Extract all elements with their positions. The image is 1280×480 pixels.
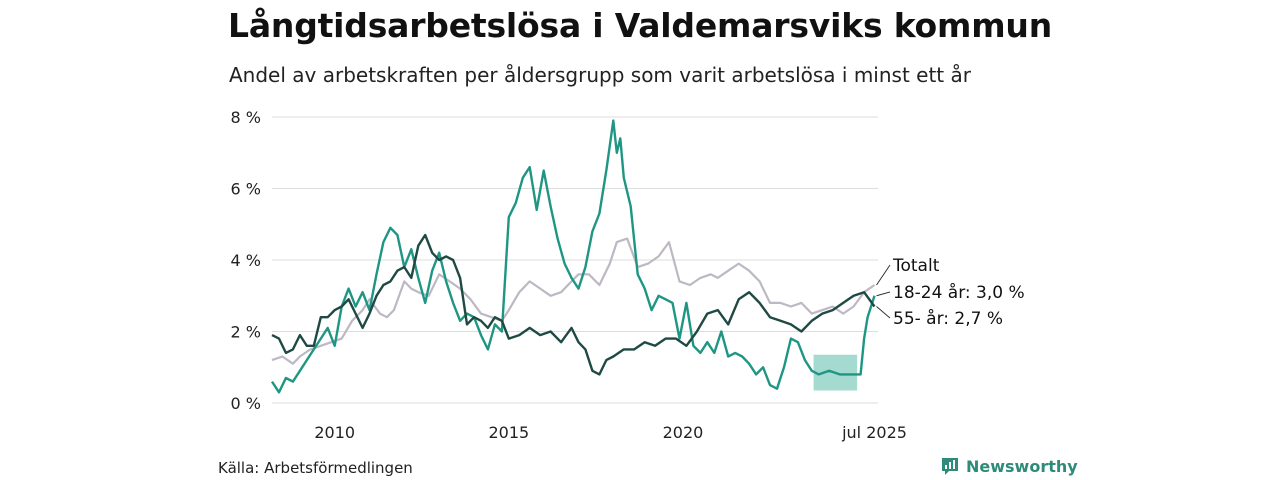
series-line-age_55 <box>271 233 876 376</box>
y-tick-label: 8 % <box>231 108 261 127</box>
source-note: Källa: Arbetsförmedlingen <box>218 459 413 477</box>
chart-subtitle: Andel av arbetskraften per åldersgrupp s… <box>229 63 971 87</box>
y-tick-label: 2 % <box>231 323 261 342</box>
x-tick-label: 2015 <box>488 423 529 442</box>
end-label-total: Totalt <box>892 256 940 276</box>
y-tick-label: 0 % <box>231 394 261 413</box>
leader-line-age_55 <box>876 306 891 319</box>
leader-line-age_18_24 <box>876 291 891 297</box>
series-line-total <box>271 237 876 365</box>
x-tick-label: jul 2025 <box>841 423 907 442</box>
x-tick-label: 2020 <box>663 423 704 442</box>
brand-logo: Newsworthy <box>940 456 1078 476</box>
y-tick-label: 4 % <box>231 251 261 270</box>
leader-line-total <box>876 264 891 286</box>
x-tick-label: 2010 <box>314 423 355 442</box>
chart-title: Långtidsarbetslösa i Valdemarsviks kommu… <box>228 6 1052 45</box>
end-label-age_18_24: 18-24 år: 3,0 % <box>893 282 1025 303</box>
brand-name: Newsworthy <box>966 456 1078 476</box>
newsworthy-logo-icon <box>942 458 958 475</box>
end-label-age_55: 55- år: 2,7 % <box>893 308 1003 329</box>
series-line-age_18_24 <box>270 119 876 394</box>
y-tick-label: 6 % <box>231 180 261 199</box>
